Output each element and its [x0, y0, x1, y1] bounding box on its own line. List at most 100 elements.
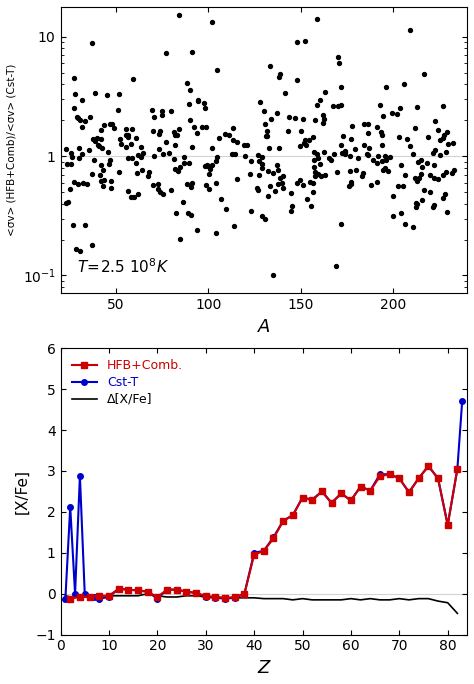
- Cst-T: [310, 495, 315, 503]
- Point: [137, 152, 145, 163]
- Point: [373, 176, 381, 187]
- Δ[X/Fe]: [251, 594, 257, 602]
- Cst-T: [242, 590, 247, 598]
- Cst-T: [96, 594, 102, 603]
- HFB+Comb.: [174, 586, 180, 594]
- Δ[X/Fe]: [445, 598, 451, 607]
- Point: [384, 166, 392, 177]
- Point: [188, 209, 195, 220]
- Cst-T: [193, 589, 199, 597]
- Point: [311, 166, 319, 177]
- Point: [187, 85, 194, 96]
- Point: [367, 179, 375, 190]
- Point: [118, 138, 125, 149]
- Point: [426, 170, 433, 181]
- Point: [183, 178, 191, 189]
- Point: [155, 129, 162, 140]
- Point: [150, 125, 157, 136]
- Point: [310, 187, 317, 198]
- Δ[X/Fe]: [212, 593, 218, 601]
- Point: [127, 138, 135, 149]
- Point: [297, 126, 305, 137]
- Δ[X/Fe]: [271, 594, 276, 603]
- Point: [156, 186, 164, 197]
- Cst-T: [145, 588, 151, 596]
- Point: [411, 123, 419, 134]
- Point: [233, 137, 241, 148]
- Point: [154, 179, 162, 189]
- Point: [430, 172, 438, 183]
- HFB+Comb.: [271, 534, 276, 542]
- HFB+Comb.: [116, 585, 121, 593]
- Point: [96, 169, 103, 180]
- Point: [91, 136, 98, 147]
- Point: [284, 125, 292, 136]
- Point: [359, 168, 366, 179]
- Point: [360, 119, 368, 130]
- Point: [320, 114, 328, 124]
- Point: [418, 155, 425, 166]
- HFB+Comb.: [135, 586, 141, 594]
- Cst-T: [135, 586, 141, 594]
- Point: [430, 199, 438, 210]
- Point: [78, 122, 86, 133]
- Point: [217, 194, 225, 205]
- Point: [100, 120, 108, 131]
- Cst-T: [367, 486, 373, 495]
- Point: [338, 147, 346, 158]
- Point: [364, 148, 371, 159]
- Point: [360, 140, 367, 150]
- Point: [155, 144, 163, 155]
- Point: [398, 160, 405, 171]
- Δ[X/Fe]: [396, 594, 402, 603]
- Point: [79, 177, 86, 188]
- Y-axis label: <σv> (HFB+Comb)/<σv> (Cst-T): <σv> (HFB+Comb)/<σv> (Cst-T): [7, 64, 17, 237]
- Point: [287, 187, 294, 198]
- Point: [332, 261, 340, 272]
- HFB+Comb.: [348, 497, 354, 505]
- Point: [265, 142, 273, 153]
- Δ[X/Fe]: [135, 592, 141, 600]
- Point: [205, 168, 213, 179]
- Point: [271, 185, 279, 196]
- Point: [417, 169, 424, 180]
- HFB+Comb.: [319, 487, 325, 495]
- Point: [106, 155, 114, 166]
- Δ[X/Fe]: [261, 594, 267, 603]
- Cst-T: [358, 482, 364, 490]
- Δ[X/Fe]: [174, 593, 180, 601]
- Y-axis label: [X/Fe]: [X/Fe]: [15, 469, 30, 514]
- Point: [66, 0, 74, 8]
- Point: [134, 188, 141, 199]
- Point: [193, 128, 201, 139]
- Δ[X/Fe]: [183, 592, 189, 600]
- Point: [319, 118, 327, 129]
- Δ[X/Fe]: [328, 596, 334, 604]
- Cst-T: [82, 590, 88, 598]
- Point: [418, 194, 426, 205]
- Point: [212, 155, 220, 166]
- Line: HFB+Comb.: HFB+Comb.: [67, 463, 460, 601]
- HFB+Comb.: [164, 586, 170, 594]
- Point: [317, 170, 325, 181]
- HFB+Comb.: [377, 472, 383, 480]
- Cst-T: [319, 487, 325, 495]
- Point: [442, 166, 450, 177]
- Point: [98, 125, 105, 136]
- HFB+Comb.: [232, 593, 237, 601]
- Point: [352, 165, 360, 176]
- Point: [86, 112, 94, 123]
- Point: [378, 140, 386, 150]
- Point: [228, 148, 236, 159]
- Point: [431, 144, 438, 155]
- Cst-T: [232, 594, 237, 602]
- Point: [341, 146, 349, 157]
- Point: [334, 52, 342, 63]
- X-axis label: A: A: [257, 318, 270, 336]
- Point: [221, 129, 229, 140]
- Point: [180, 151, 188, 162]
- X-axis label: Z: Z: [257, 659, 270, 677]
- Point: [202, 179, 210, 190]
- Δ[X/Fe]: [319, 596, 325, 604]
- Cst-T: [91, 593, 97, 601]
